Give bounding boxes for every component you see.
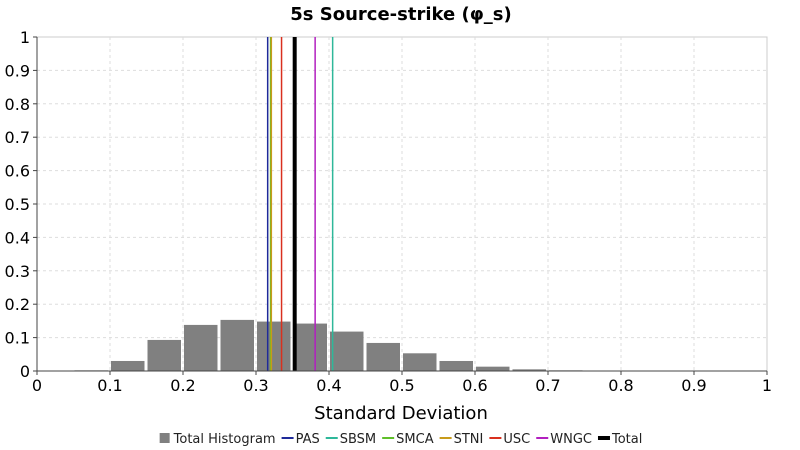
legend-label: STNI (454, 432, 484, 447)
y-tick-label: 0.2 (5, 295, 30, 314)
x-tick-label: 0.5 (389, 376, 414, 395)
histogram-bars (74, 319, 619, 371)
histogram-bar (366, 342, 400, 371)
x-tick-label: 1 (762, 376, 772, 395)
y-tick-label: 0.7 (5, 128, 30, 147)
histogram-bar (257, 321, 291, 371)
chart-title: 5s Source-strike (φ_s) (290, 4, 511, 25)
y-tick-label: 1 (20, 28, 30, 47)
y-tick-label: 0.4 (5, 228, 30, 247)
legend-label: WNGC (550, 432, 592, 447)
x-tick-label: 0.2 (170, 376, 195, 395)
x-tick-label: 0.1 (97, 376, 122, 395)
histogram-bar (293, 323, 327, 371)
legend-item: WNGC (536, 432, 592, 447)
legend-label: SBSM (340, 432, 376, 447)
legend-label: PAS (296, 432, 320, 447)
y-tick-label: 0.9 (5, 61, 30, 80)
x-axis-label: Standard Deviation (314, 403, 488, 424)
y-tick-label: 0.5 (5, 195, 30, 214)
x-ticks: 0 0.1 0.2 0.3 0.4 0.5 0.6 0.7 0.8 0.9 1 (32, 371, 772, 395)
x-tick-label: 0.3 (243, 376, 268, 395)
y-tick-label: 0.3 (5, 262, 30, 281)
histogram-bar (147, 339, 181, 371)
y-tick-label: 0.1 (5, 329, 30, 348)
histogram-bar (220, 319, 254, 371)
histogram-bar (512, 369, 546, 371)
y-tick-label: 0.6 (5, 162, 30, 181)
histogram-bar (403, 353, 437, 371)
legend-label: Total (611, 432, 642, 447)
x-tick-label: 0.6 (462, 376, 487, 395)
grid (37, 37, 767, 371)
legend-item: STNI (439, 432, 484, 447)
legend-label: Total Histogram (173, 432, 276, 447)
legend-label: SMCA (396, 432, 434, 447)
legend-label: USC (503, 432, 530, 447)
y-tick-label: 0.8 (5, 95, 30, 114)
legend-item: USC (489, 432, 530, 447)
legend-item: PAS (281, 432, 320, 447)
histogram-bar (476, 366, 510, 371)
legend-item: SMCA (382, 432, 434, 447)
x-tick-label: 0.7 (535, 376, 560, 395)
x-tick-label: 0.8 (608, 376, 633, 395)
y-ticks: 0 0.1 0.2 0.3 0.4 0.5 0.6 0.7 0.8 0.9 1 (5, 28, 37, 381)
x-tick-label: 0.4 (316, 376, 341, 395)
series-lines (266, 37, 334, 371)
histogram-bar (111, 360, 145, 371)
histogram-bar (330, 331, 364, 371)
y-tick-label: 0 (20, 362, 30, 381)
histogram-bar (439, 360, 473, 371)
legend-item: SBSM (325, 432, 376, 447)
histogram-bar (184, 324, 218, 371)
legend-item: Total (597, 432, 642, 447)
legend-swatch (159, 433, 170, 443)
x-tick-label: 0.9 (681, 376, 706, 395)
legend: Total Histogram PAS SBSM SMCA STNI USC WNGC Tot… (159, 432, 642, 447)
legend-item: Total Histogram (159, 432, 276, 447)
x-tick-label: 0 (32, 376, 42, 395)
